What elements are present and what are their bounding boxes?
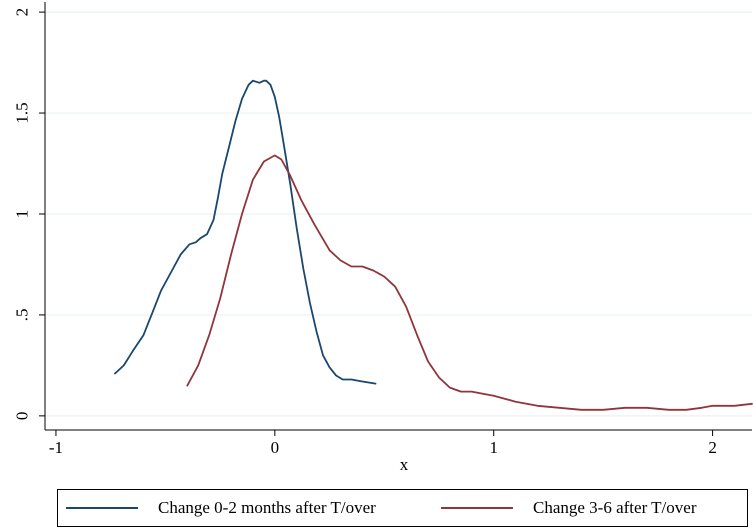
y-tick-label-0: 0 xyxy=(13,412,32,421)
gridlines xyxy=(45,11,752,417)
x-tick-label-1: 0 xyxy=(271,438,280,457)
x-tick-label-0: -1 xyxy=(49,438,63,457)
y-tick-label-1: .5 xyxy=(13,309,32,322)
legend-item-series-1: Change 0-2 months after T/over xyxy=(66,490,376,526)
legend-swatch-series-1 xyxy=(66,507,138,509)
legend-swatch-series-2 xyxy=(441,507,513,509)
y-tick-label-2: 1 xyxy=(13,210,32,219)
series-layer xyxy=(114,79,753,411)
legend: Change 0-2 months after T/over Change 3-… xyxy=(57,489,748,527)
x-tick-label-3: 2 xyxy=(708,438,717,457)
y-tick-label-3: 1.5 xyxy=(13,102,32,123)
axes: -1 0 1 2 0 .5 1 1.5 2 xyxy=(13,2,752,457)
series-line-2 xyxy=(186,154,753,411)
y-tick-label-4: 2 xyxy=(13,8,32,17)
x-tick-label-2: 1 xyxy=(489,438,498,457)
legend-label-series-1: Change 0-2 months after T/over xyxy=(158,498,376,517)
legend-label-series-2: Change 3-6 after T/over xyxy=(533,498,697,517)
series-line-1 xyxy=(114,79,377,385)
x-axis-label: x xyxy=(400,455,409,474)
legend-item-series-2: Change 3-6 after T/over xyxy=(441,490,696,526)
